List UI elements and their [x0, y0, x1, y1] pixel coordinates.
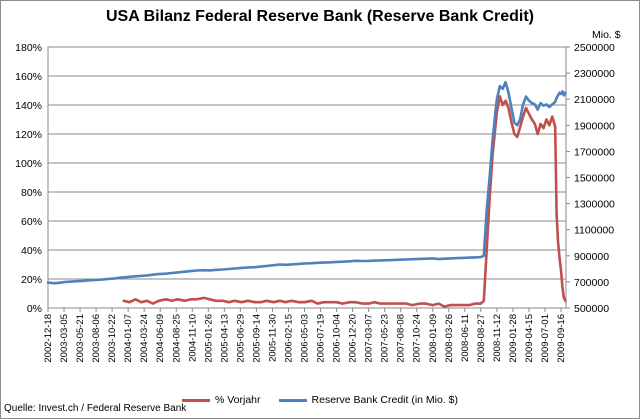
legend-swatch-reserve-bank-credit — [278, 398, 307, 402]
x-tick-label: 2008-11-12 — [492, 314, 503, 362]
x-tick-label: 2004-11-10 — [187, 314, 198, 362]
y-left-tick-label: 60% — [21, 216, 42, 228]
legend-swatch-vorjahr — [182, 398, 210, 402]
x-tick-label: 2004-03-24 — [139, 314, 150, 363]
x-tick-label: 2005-11-30 — [267, 314, 278, 362]
y-right-tick-label: 2500000 — [574, 42, 615, 54]
x-tick-label: 2003-10-22 — [107, 314, 118, 363]
x-tick-label: 2003-08-06 — [91, 314, 102, 363]
y-right-tick-label: 900000 — [574, 251, 609, 263]
y-right-unit-label: Mio. $ — [592, 29, 621, 41]
y-right-tick-label: 1900000 — [574, 120, 615, 132]
x-tick-label: 2004-08-25 — [171, 314, 182, 363]
x-tick-label: 2003-05-21 — [75, 314, 86, 363]
y-right-tick-label: 1300000 — [574, 199, 615, 211]
x-tick-label: 2007-08-08 — [396, 314, 407, 363]
y-right-tick-label: 500000 — [574, 303, 609, 315]
x-tick-label: 2008-01-09 — [428, 314, 439, 363]
x-tick-label: 2007-03-07 — [364, 314, 375, 363]
y-left-tick-label: 100% — [15, 158, 42, 170]
x-tick-label: 2004-01-07 — [123, 314, 134, 363]
y-left-tick-label: 160% — [15, 71, 42, 83]
y-right-tick-label: 2300000 — [574, 68, 615, 80]
y-right-tick-label: 2100000 — [574, 94, 615, 106]
legend-item-vorjahr: % Vorjahr — [182, 392, 261, 408]
x-tick-label: 2005-06-29 — [235, 314, 246, 363]
legend: % Vorjahr Reserve Bank Credit (in Mio. $… — [0, 392, 640, 408]
x-tick-label: 2005-01-26 — [203, 314, 214, 363]
x-tick-label: 2009-09-16 — [556, 314, 567, 363]
y-right-tick-label: 700000 — [574, 277, 609, 289]
x-tick-label: 2007-05-23 — [380, 314, 391, 363]
legend-label-reserve-bank-credit: Reserve Bank Credit (in Mio. $) — [311, 394, 458, 406]
y-left-tick-label: 40% — [21, 245, 42, 257]
x-tick-label: 2008-03-26 — [444, 314, 455, 363]
x-tick-label: 2003-03-05 — [59, 314, 70, 363]
y-left-tick-label: 0% — [27, 303, 42, 315]
y-left-tick-label: 180% — [15, 42, 42, 54]
x-tick-label: 2006-10-04 — [332, 314, 343, 363]
x-tick-label: 2005-04-13 — [219, 314, 230, 363]
legend-label-vorjahr: % Vorjahr — [215, 394, 261, 406]
x-tick-label: 2005-09-14 — [251, 314, 262, 363]
y-right-tick-label: 1700000 — [574, 146, 615, 158]
x-tick-label: 2006-07-19 — [316, 314, 327, 363]
series-line-reserve-bank-credit — [46, 80, 567, 285]
chart-title: USA Bilanz Federal Reserve Bank (Reserve… — [105, 8, 534, 25]
source-note: Quelle: Invest.ch / Federal Reserve Bank — [4, 403, 187, 414]
y-right-tick-label: 1500000 — [574, 173, 615, 185]
y-left-tick-label: 20% — [21, 274, 42, 286]
y-left-tick-label: 140% — [15, 100, 42, 112]
x-tick-label: 2006-02-15 — [283, 314, 294, 363]
x-tick-label: 2009-04-15 — [524, 314, 535, 363]
x-tick-label: 2002-12-18 — [43, 314, 54, 363]
x-tick-label: 2006-05-03 — [300, 314, 311, 363]
legend-item-reserve-bank-credit: Reserve Bank Credit (in Mio. $) — [278, 392, 458, 408]
x-tick-label: 2004-06-09 — [155, 314, 166, 363]
x-tick-label: 2008-06-11 — [460, 314, 471, 362]
x-tick-label: 2009-07-01 — [540, 314, 551, 363]
x-tick-label: 2009-01-28 — [508, 314, 519, 363]
y-left-tick-label: 80% — [21, 187, 42, 199]
y-right-tick-label: 1100000 — [574, 225, 614, 237]
x-tick-label: 2007-10-24 — [412, 314, 423, 363]
series-line-vorjahr — [122, 95, 567, 308]
y-left-tick-label: 120% — [15, 129, 42, 141]
x-tick-label: 2008-08-27 — [476, 314, 487, 363]
x-tick-label: 2006-12-20 — [348, 314, 359, 363]
